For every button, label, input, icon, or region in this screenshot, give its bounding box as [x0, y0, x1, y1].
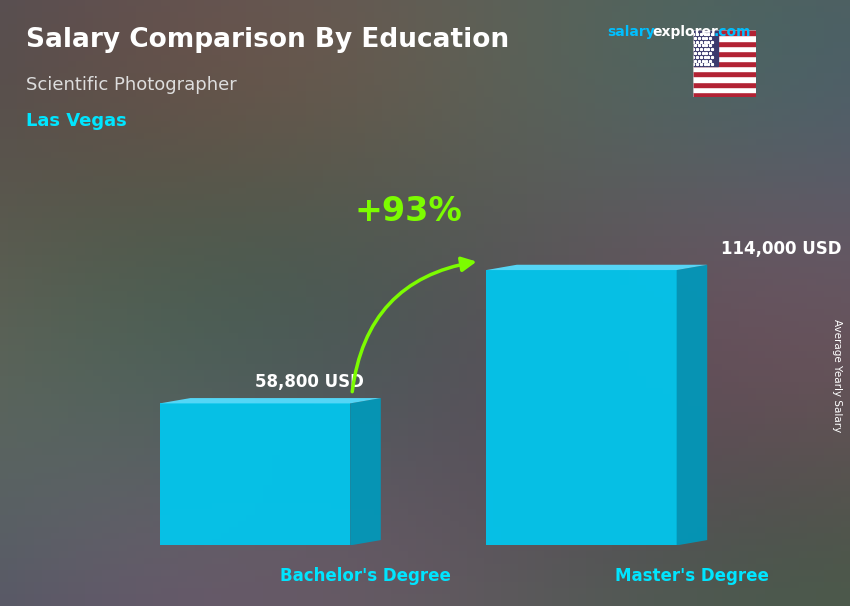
- Bar: [693, 72, 756, 76]
- Text: explorer: explorer: [653, 25, 719, 39]
- Text: +93%: +93%: [355, 195, 462, 228]
- Bar: [693, 56, 756, 61]
- Bar: [693, 76, 756, 82]
- Text: Salary Comparison By Education: Salary Comparison By Education: [26, 27, 508, 53]
- Text: salary: salary: [608, 25, 655, 39]
- Polygon shape: [160, 404, 350, 545]
- Polygon shape: [677, 265, 707, 545]
- Text: 114,000 USD: 114,000 USD: [721, 239, 842, 258]
- Bar: [693, 92, 756, 97]
- Text: Master's Degree: Master's Degree: [615, 567, 769, 585]
- Bar: [693, 45, 756, 51]
- Polygon shape: [350, 398, 381, 545]
- Polygon shape: [486, 265, 707, 270]
- Text: Las Vegas: Las Vegas: [26, 112, 127, 130]
- Bar: [693, 35, 756, 41]
- Bar: [693, 41, 756, 45]
- Bar: [693, 61, 756, 66]
- Bar: [693, 66, 756, 72]
- Text: 58,800 USD: 58,800 USD: [255, 373, 364, 391]
- Bar: [693, 87, 756, 92]
- Text: Average Yearly Salary: Average Yearly Salary: [832, 319, 842, 432]
- Bar: [693, 51, 756, 56]
- Bar: [693, 30, 718, 66]
- Text: Bachelor's Degree: Bachelor's Degree: [280, 567, 451, 585]
- Text: .com: .com: [714, 25, 751, 39]
- Text: Scientific Photographer: Scientific Photographer: [26, 76, 236, 94]
- Polygon shape: [486, 270, 677, 545]
- Bar: [693, 30, 756, 35]
- Polygon shape: [160, 398, 381, 404]
- Bar: [693, 82, 756, 87]
